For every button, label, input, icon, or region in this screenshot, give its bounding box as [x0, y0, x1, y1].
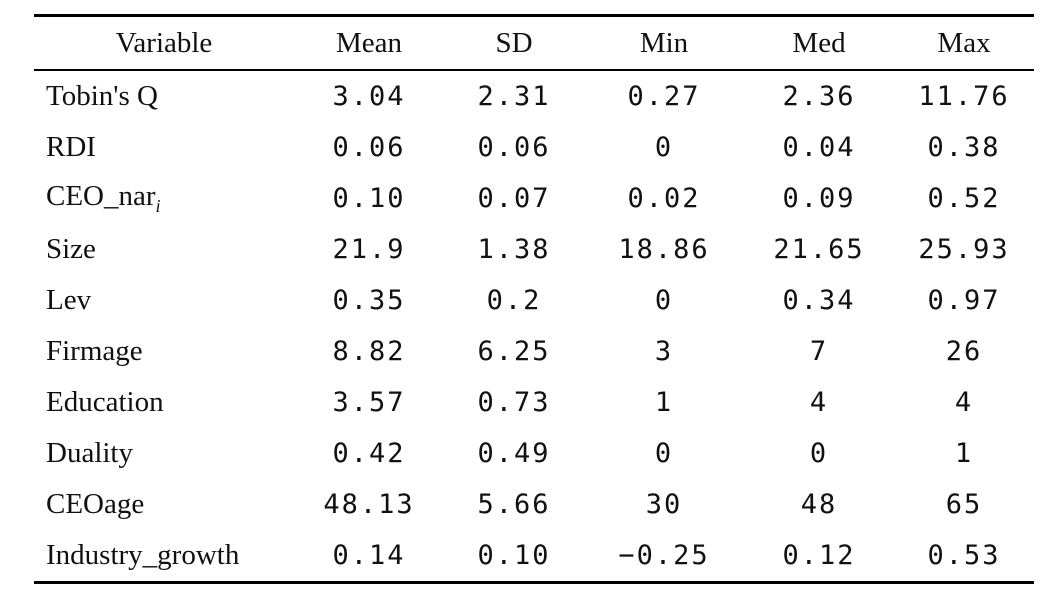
variable-name: Size [46, 233, 96, 265]
table-header-row: Variable Mean SD Min Med Max [34, 16, 1034, 70]
max-cell: 0.52 [927, 183, 1001, 214]
max-cell: 26 [945, 336, 983, 367]
mean-cell: 0.42 [332, 438, 406, 469]
med-cell: 0 [809, 438, 829, 469]
summary-statistics-table: Variable Mean SD Min Med Max Tobin's Q 3… [34, 14, 1034, 584]
mean-cell: 48.13 [323, 489, 415, 520]
med-cell: 7 [809, 336, 829, 367]
header-sd: SD [495, 26, 533, 59]
variable-subscript: i [155, 195, 161, 216]
variable-name: CEOage [46, 488, 145, 520]
med-cell: 0.12 [782, 540, 856, 571]
table-row: Duality 0.42 0.49 0 0 1 [34, 428, 1034, 479]
sd-cell: 0.06 [477, 132, 551, 163]
sd-cell: 5.66 [477, 489, 551, 520]
min-cell: 3 [654, 336, 674, 367]
variable-name: CEO_nari [34, 173, 294, 224]
med-cell: 0.09 [782, 183, 856, 214]
max-cell: 1 [954, 438, 974, 469]
min-cell: 0 [654, 285, 674, 316]
header-variable: Variable [115, 26, 213, 59]
max-cell: 0.38 [927, 132, 1001, 163]
mean-cell: 3.04 [332, 81, 406, 112]
header-max: Max [937, 26, 991, 59]
header-med: Med [792, 26, 846, 59]
table-row: Size 21.9 1.38 18.86 21.65 25.93 [34, 224, 1034, 275]
min-cell: −0.25 [618, 540, 710, 571]
max-cell: 25.93 [918, 234, 1010, 265]
mean-cell: 21.9 [332, 234, 406, 265]
summary-statistics-table-container: Variable Mean SD Min Med Max Tobin's Q 3… [34, 14, 1034, 584]
min-cell: 0.02 [627, 183, 701, 214]
variable-name: Education [46, 386, 164, 418]
variable-name: Firmage [46, 335, 143, 367]
sd-cell: 0.07 [477, 183, 551, 214]
mean-cell: 8.82 [332, 336, 406, 367]
med-cell: 2.36 [782, 81, 856, 112]
table-row: CEOage 48.13 5.66 30 48 65 [34, 479, 1034, 530]
variable-name-text: CEO_nar [46, 180, 156, 213]
header-mean: Mean [335, 26, 403, 59]
max-cell: 4 [954, 387, 974, 418]
sd-cell: 0.49 [477, 438, 551, 469]
mean-cell: 3.57 [332, 387, 406, 418]
sd-cell: 0.10 [477, 540, 551, 571]
min-cell: 0 [654, 438, 674, 469]
table-row: Industry_growth 0.14 0.10 −0.25 0.12 0.5… [34, 530, 1034, 583]
mean-cell: 0.14 [332, 540, 406, 571]
med-cell: 0.04 [782, 132, 856, 163]
mean-cell: 0.10 [332, 183, 406, 214]
variable-name: Industry_growth [46, 539, 240, 571]
table-row: RDI 0.06 0.06 0 0.04 0.38 [34, 122, 1034, 173]
med-cell: 21.65 [773, 234, 865, 265]
sd-cell: 6.25 [477, 336, 551, 367]
sd-cell: 0.2 [486, 285, 542, 316]
table-row: Firmage 8.82 6.25 3 7 26 [34, 326, 1034, 377]
variable-name: Duality [46, 437, 133, 469]
table-row: Tobin's Q 3.04 2.31 0.27 2.36 11.76 [34, 70, 1034, 122]
med-cell: 48 [800, 489, 838, 520]
sd-cell: 2.31 [477, 81, 551, 112]
variable-name: Tobin's Q [46, 80, 158, 112]
mean-cell: 0.35 [332, 285, 406, 316]
variable-name: Lev [46, 284, 92, 316]
table-row: Education 3.57 0.73 1 4 4 [34, 377, 1034, 428]
min-cell: 0.27 [627, 81, 701, 112]
header-min: Min [639, 26, 689, 59]
sd-cell: 1.38 [477, 234, 551, 265]
med-cell: 0.34 [782, 285, 856, 316]
max-cell: 0.53 [927, 540, 1001, 571]
max-cell: 11.76 [918, 81, 1010, 112]
mean-cell: 0.06 [332, 132, 406, 163]
med-cell: 4 [809, 387, 829, 418]
table-row: CEO_nari 0.10 0.07 0.02 0.09 0.52 [34, 173, 1034, 224]
min-cell: 18.86 [618, 234, 710, 265]
variable-name: RDI [46, 131, 96, 163]
min-cell: 30 [645, 489, 683, 520]
table-row: Lev 0.35 0.2 0 0.34 0.97 [34, 275, 1034, 326]
min-cell: 0 [654, 132, 674, 163]
max-cell: 0.97 [927, 285, 1001, 316]
min-cell: 1 [654, 387, 674, 418]
max-cell: 65 [945, 489, 983, 520]
sd-cell: 0.73 [477, 387, 551, 418]
